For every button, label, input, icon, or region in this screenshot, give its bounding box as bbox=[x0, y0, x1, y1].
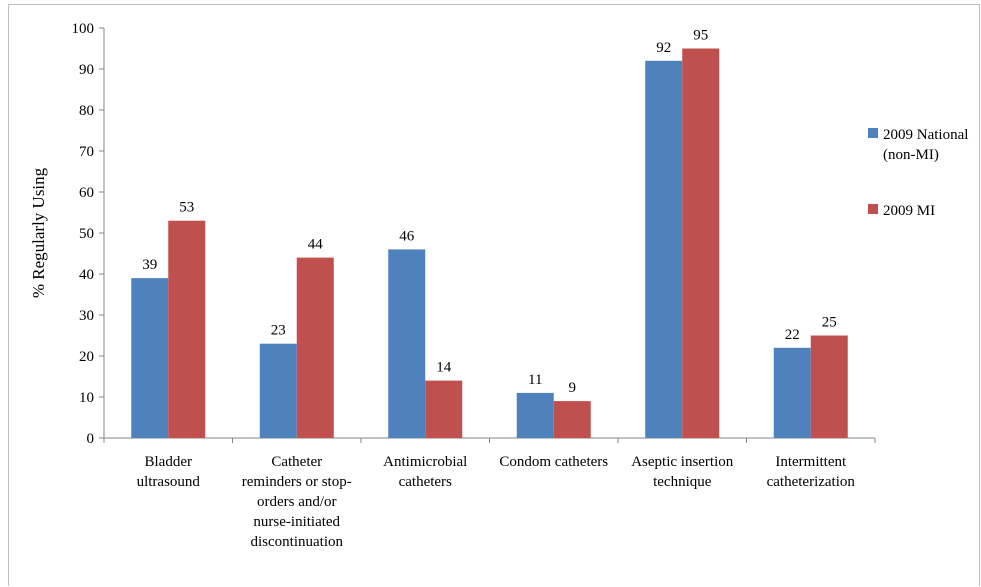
data-label: 25 bbox=[822, 315, 837, 331]
data-label: 95 bbox=[693, 28, 708, 44]
y-tick-label: 30 bbox=[79, 308, 94, 324]
category-label-line: discontinuation bbox=[251, 534, 344, 550]
category-label-line: nurse-initiated bbox=[253, 514, 340, 530]
data-label: 11 bbox=[528, 372, 542, 388]
legend-label-line: 2009 National bbox=[883, 127, 968, 143]
legend-swatch bbox=[868, 204, 878, 214]
category-label-line: orders and/or bbox=[257, 494, 337, 510]
legend-swatch bbox=[868, 128, 878, 138]
category-label-line: Aseptic insertion bbox=[631, 454, 734, 470]
y-tick-label: 70 bbox=[79, 144, 94, 160]
legend-label: 2009 National (non-MI) bbox=[883, 127, 968, 163]
data-label: 9 bbox=[569, 380, 577, 396]
y-tick-label: 20 bbox=[79, 349, 94, 365]
bar bbox=[296, 257, 334, 438]
bar bbox=[645, 60, 683, 439]
category-label-line: catheterization bbox=[767, 474, 856, 490]
bar bbox=[131, 278, 169, 438]
y-tick-label: 0 bbox=[87, 431, 95, 447]
category-label-line: catheters bbox=[399, 474, 452, 490]
category-label-line: ultrasound bbox=[137, 474, 201, 490]
y-tick-label: 80 bbox=[79, 103, 94, 119]
data-labels: 39 23 46 11 92 22 53 44 14 9 95 25 bbox=[142, 28, 837, 397]
bar bbox=[425, 380, 463, 438]
legend-label: 2009 MI bbox=[883, 203, 935, 219]
category-label-line: Condom catheters bbox=[499, 454, 608, 470]
data-label: 53 bbox=[179, 200, 194, 216]
data-label: 44 bbox=[308, 237, 324, 253]
legend: 2009 National (non-MI) 2009 MI bbox=[868, 127, 968, 219]
y-tick-label: 60 bbox=[79, 185, 94, 201]
y-tick-label: 100 bbox=[72, 21, 95, 37]
data-label: 39 bbox=[142, 257, 157, 273]
category-label: Condom catheters bbox=[499, 454, 608, 470]
bars bbox=[131, 48, 848, 439]
data-label: 14 bbox=[436, 360, 452, 376]
legend-label-line: (non-MI) bbox=[883, 147, 939, 163]
bar bbox=[388, 249, 426, 438]
category-label: Antimicrobial catheters bbox=[383, 454, 467, 490]
axes: 0 10 20 30 40 50 60 70 80 90 100 % Regularly Using B… bbox=[29, 21, 876, 550]
y-tick-label: 10 bbox=[79, 390, 94, 406]
bar bbox=[773, 347, 811, 438]
chart-frame bbox=[8, 4, 980, 586]
y-tick-label: 90 bbox=[79, 62, 94, 78]
data-label: 22 bbox=[785, 327, 800, 343]
bar bbox=[682, 48, 720, 438]
category-label-line: reminders or stop- bbox=[242, 474, 352, 490]
category-label: Catheter reminders or stop-orders and/or n… bbox=[242, 454, 352, 550]
data-label: 92 bbox=[656, 40, 671, 56]
category-label-line: Antimicrobial bbox=[383, 454, 467, 470]
y-axis-title: % Regularly Using bbox=[29, 167, 48, 298]
y-tick-label: 50 bbox=[79, 226, 94, 242]
data-label: 23 bbox=[271, 323, 286, 339]
category-label-line: Bladder bbox=[145, 454, 192, 470]
category-label-line: Intermittent bbox=[775, 454, 847, 470]
bar bbox=[810, 335, 848, 438]
y-tick-label: 40 bbox=[79, 267, 94, 283]
legend-label-line: 2009 MI bbox=[883, 203, 935, 219]
category-label: Aseptic insertion technique bbox=[631, 454, 734, 490]
data-label: 46 bbox=[399, 228, 415, 244]
bar bbox=[516, 392, 554, 438]
category-label: Bladder ultrasound bbox=[137, 454, 201, 490]
bar bbox=[553, 401, 591, 438]
category-label-line: Catheter bbox=[271, 454, 322, 470]
bar bbox=[168, 220, 206, 438]
category-label: Intermittent catheterization bbox=[767, 454, 856, 490]
category-label-line: technique bbox=[653, 474, 712, 490]
bar bbox=[259, 343, 297, 438]
